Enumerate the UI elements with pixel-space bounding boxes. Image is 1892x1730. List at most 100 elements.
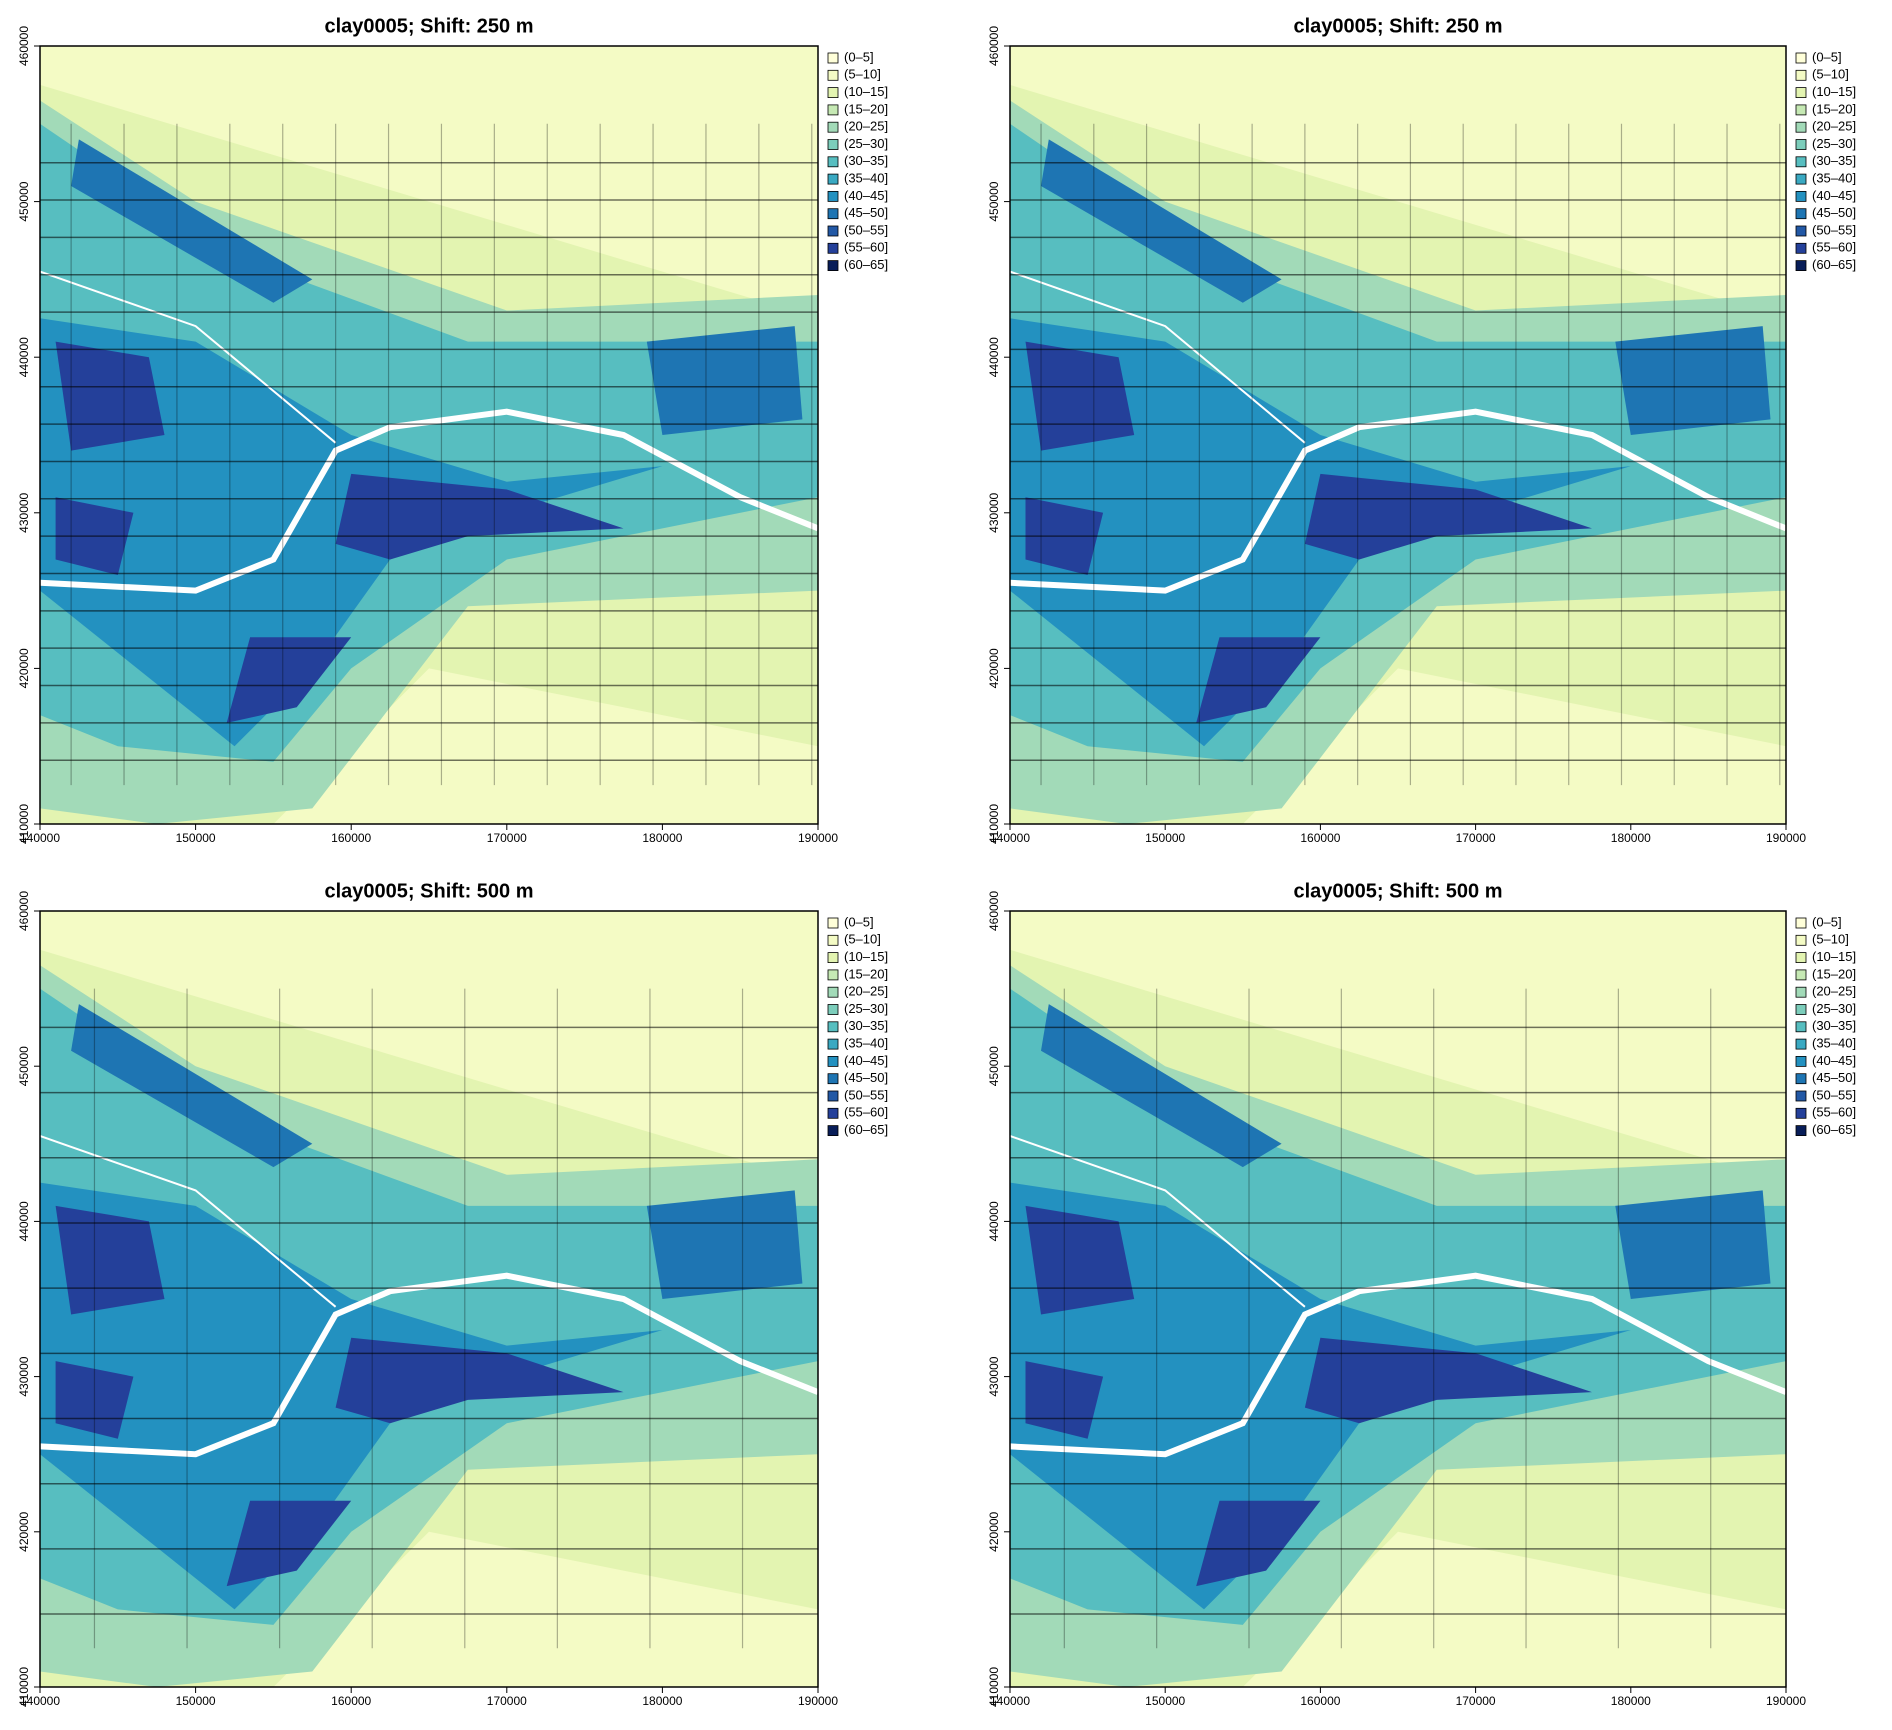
plot-frame — [1009, 910, 1787, 1688]
legend-swatch — [1795, 104, 1807, 116]
raster-region — [335, 473, 624, 560]
legend-label: (15–20] — [1812, 101, 1856, 116]
legend-swatch — [1795, 69, 1807, 81]
legend-swatch — [1795, 208, 1807, 220]
plot-frame — [39, 45, 819, 825]
legend-label: (10–15] — [844, 949, 888, 964]
legend-label: (15–20] — [844, 101, 888, 116]
legend-swatch — [827, 52, 839, 64]
y-tick-label: 430000 — [17, 492, 31, 532]
y-tick-label: 440000 — [987, 337, 1001, 377]
y-tick-label: 410000 — [987, 1667, 1001, 1707]
raster-region — [646, 326, 803, 435]
x-tick-label: 160000 — [1300, 831, 1340, 845]
y-tick-label: 440000 — [987, 1201, 1001, 1241]
y-tick-label: 460000 — [17, 26, 31, 66]
legend-label: (25–30] — [1812, 1001, 1856, 1016]
legend-swatch — [827, 1125, 839, 1136]
legend-label: (0–5] — [1812, 49, 1842, 64]
legend-swatch — [1795, 969, 1807, 981]
legend-swatch — [827, 1004, 839, 1015]
legend-label: (40–45] — [844, 1053, 888, 1068]
y-tick-label: 460000 — [17, 891, 31, 931]
legend-swatch — [1795, 1021, 1807, 1033]
legend-label: (5–10] — [1812, 932, 1849, 947]
raster-region — [1196, 1500, 1321, 1587]
y-tick-label: 420000 — [17, 1511, 31, 1551]
legend-label: (15–20] — [844, 966, 888, 981]
legend-swatch — [827, 139, 839, 150]
x-tick-label: 150000 — [1145, 1694, 1185, 1708]
raster-region — [226, 637, 352, 723]
x-tick-label: 170000 — [1456, 831, 1496, 845]
legend-swatch — [1795, 952, 1807, 963]
river — [40, 1272, 818, 1458]
river — [40, 408, 818, 594]
y-tick-label: 450000 — [17, 1046, 31, 1086]
legend-label: (0–5] — [1812, 914, 1842, 929]
y-tick-label: 430000 — [987, 492, 1001, 532]
legend-label: (5–10] — [1812, 67, 1849, 82]
raster-region — [1304, 473, 1592, 560]
canal — [1010, 1135, 1306, 1308]
raster — [40, 911, 818, 1687]
legend-swatch — [1795, 1107, 1807, 1119]
legend-label: (20–25] — [844, 119, 888, 134]
legend-label: (5–10] — [844, 932, 881, 947]
legend-label: (5–10] — [844, 67, 881, 82]
legend-label: (35–40] — [844, 171, 888, 186]
legend-swatch — [1795, 1125, 1807, 1136]
legend-swatch — [1795, 986, 1807, 998]
x-tick-label: 180000 — [642, 831, 682, 845]
legend-swatch — [827, 1056, 839, 1067]
legend-label: (60–65] — [1812, 257, 1856, 272]
legend-label: (55–60] — [1812, 1105, 1856, 1120]
raster-region — [1025, 1361, 1104, 1439]
legend-swatch — [827, 87, 839, 98]
legend-swatch — [1795, 934, 1807, 946]
x-tick-label: 150000 — [1145, 831, 1185, 845]
legend-label: (35–40] — [1812, 1036, 1856, 1051]
y-tick-label: 420000 — [987, 1511, 1001, 1551]
legend-label: (10–15] — [1812, 84, 1856, 99]
canal — [1010, 270, 1306, 444]
raster-region — [55, 1361, 134, 1439]
y-tick-label: 450000 — [987, 1046, 1001, 1086]
legend-label: (30–35] — [844, 1018, 888, 1033]
legend-swatch — [827, 952, 839, 963]
y-tick-label: 410000 — [17, 804, 31, 844]
legend-swatch — [827, 190, 839, 202]
river — [1010, 408, 1786, 594]
legend-swatch — [1795, 917, 1807, 929]
x-tick-label: 170000 — [487, 831, 527, 845]
legend-swatch — [827, 934, 839, 946]
legend-swatch — [1795, 173, 1807, 185]
plot-frame — [1009, 45, 1787, 825]
legend-swatch — [827, 1021, 839, 1033]
chart-title: clay0005; Shift: 500 m — [1294, 880, 1503, 902]
x-tick-label: 190000 — [798, 1694, 838, 1708]
legend-swatch — [827, 969, 839, 981]
raster-region — [226, 1500, 352, 1587]
y-tick-label: 460000 — [987, 26, 1001, 66]
legend-swatch — [827, 156, 839, 168]
legend-swatch — [827, 917, 839, 929]
legend-swatch — [827, 69, 839, 81]
y-tick-label: 420000 — [17, 648, 31, 688]
raster-region — [1615, 326, 1771, 435]
legend-label: (25–30] — [1812, 136, 1856, 151]
x-tick-label: 190000 — [798, 831, 838, 845]
legend-label: (60–65] — [844, 1122, 888, 1137]
raster-region — [1041, 1004, 1282, 1168]
legend-swatch — [827, 986, 839, 998]
canal — [40, 270, 337, 444]
y-tick-label: 430000 — [17, 1356, 31, 1396]
x-tick-label: 150000 — [176, 1694, 216, 1708]
raster-region — [1196, 637, 1321, 723]
legend-swatch — [827, 1107, 839, 1119]
y-tick-label: 410000 — [17, 1667, 31, 1707]
legend-label: (40–45] — [1812, 1053, 1856, 1068]
legend-label: (40–45] — [1812, 188, 1856, 203]
x-tick-label: 170000 — [1456, 1694, 1496, 1708]
legend-label: (45–50] — [1812, 205, 1856, 220]
